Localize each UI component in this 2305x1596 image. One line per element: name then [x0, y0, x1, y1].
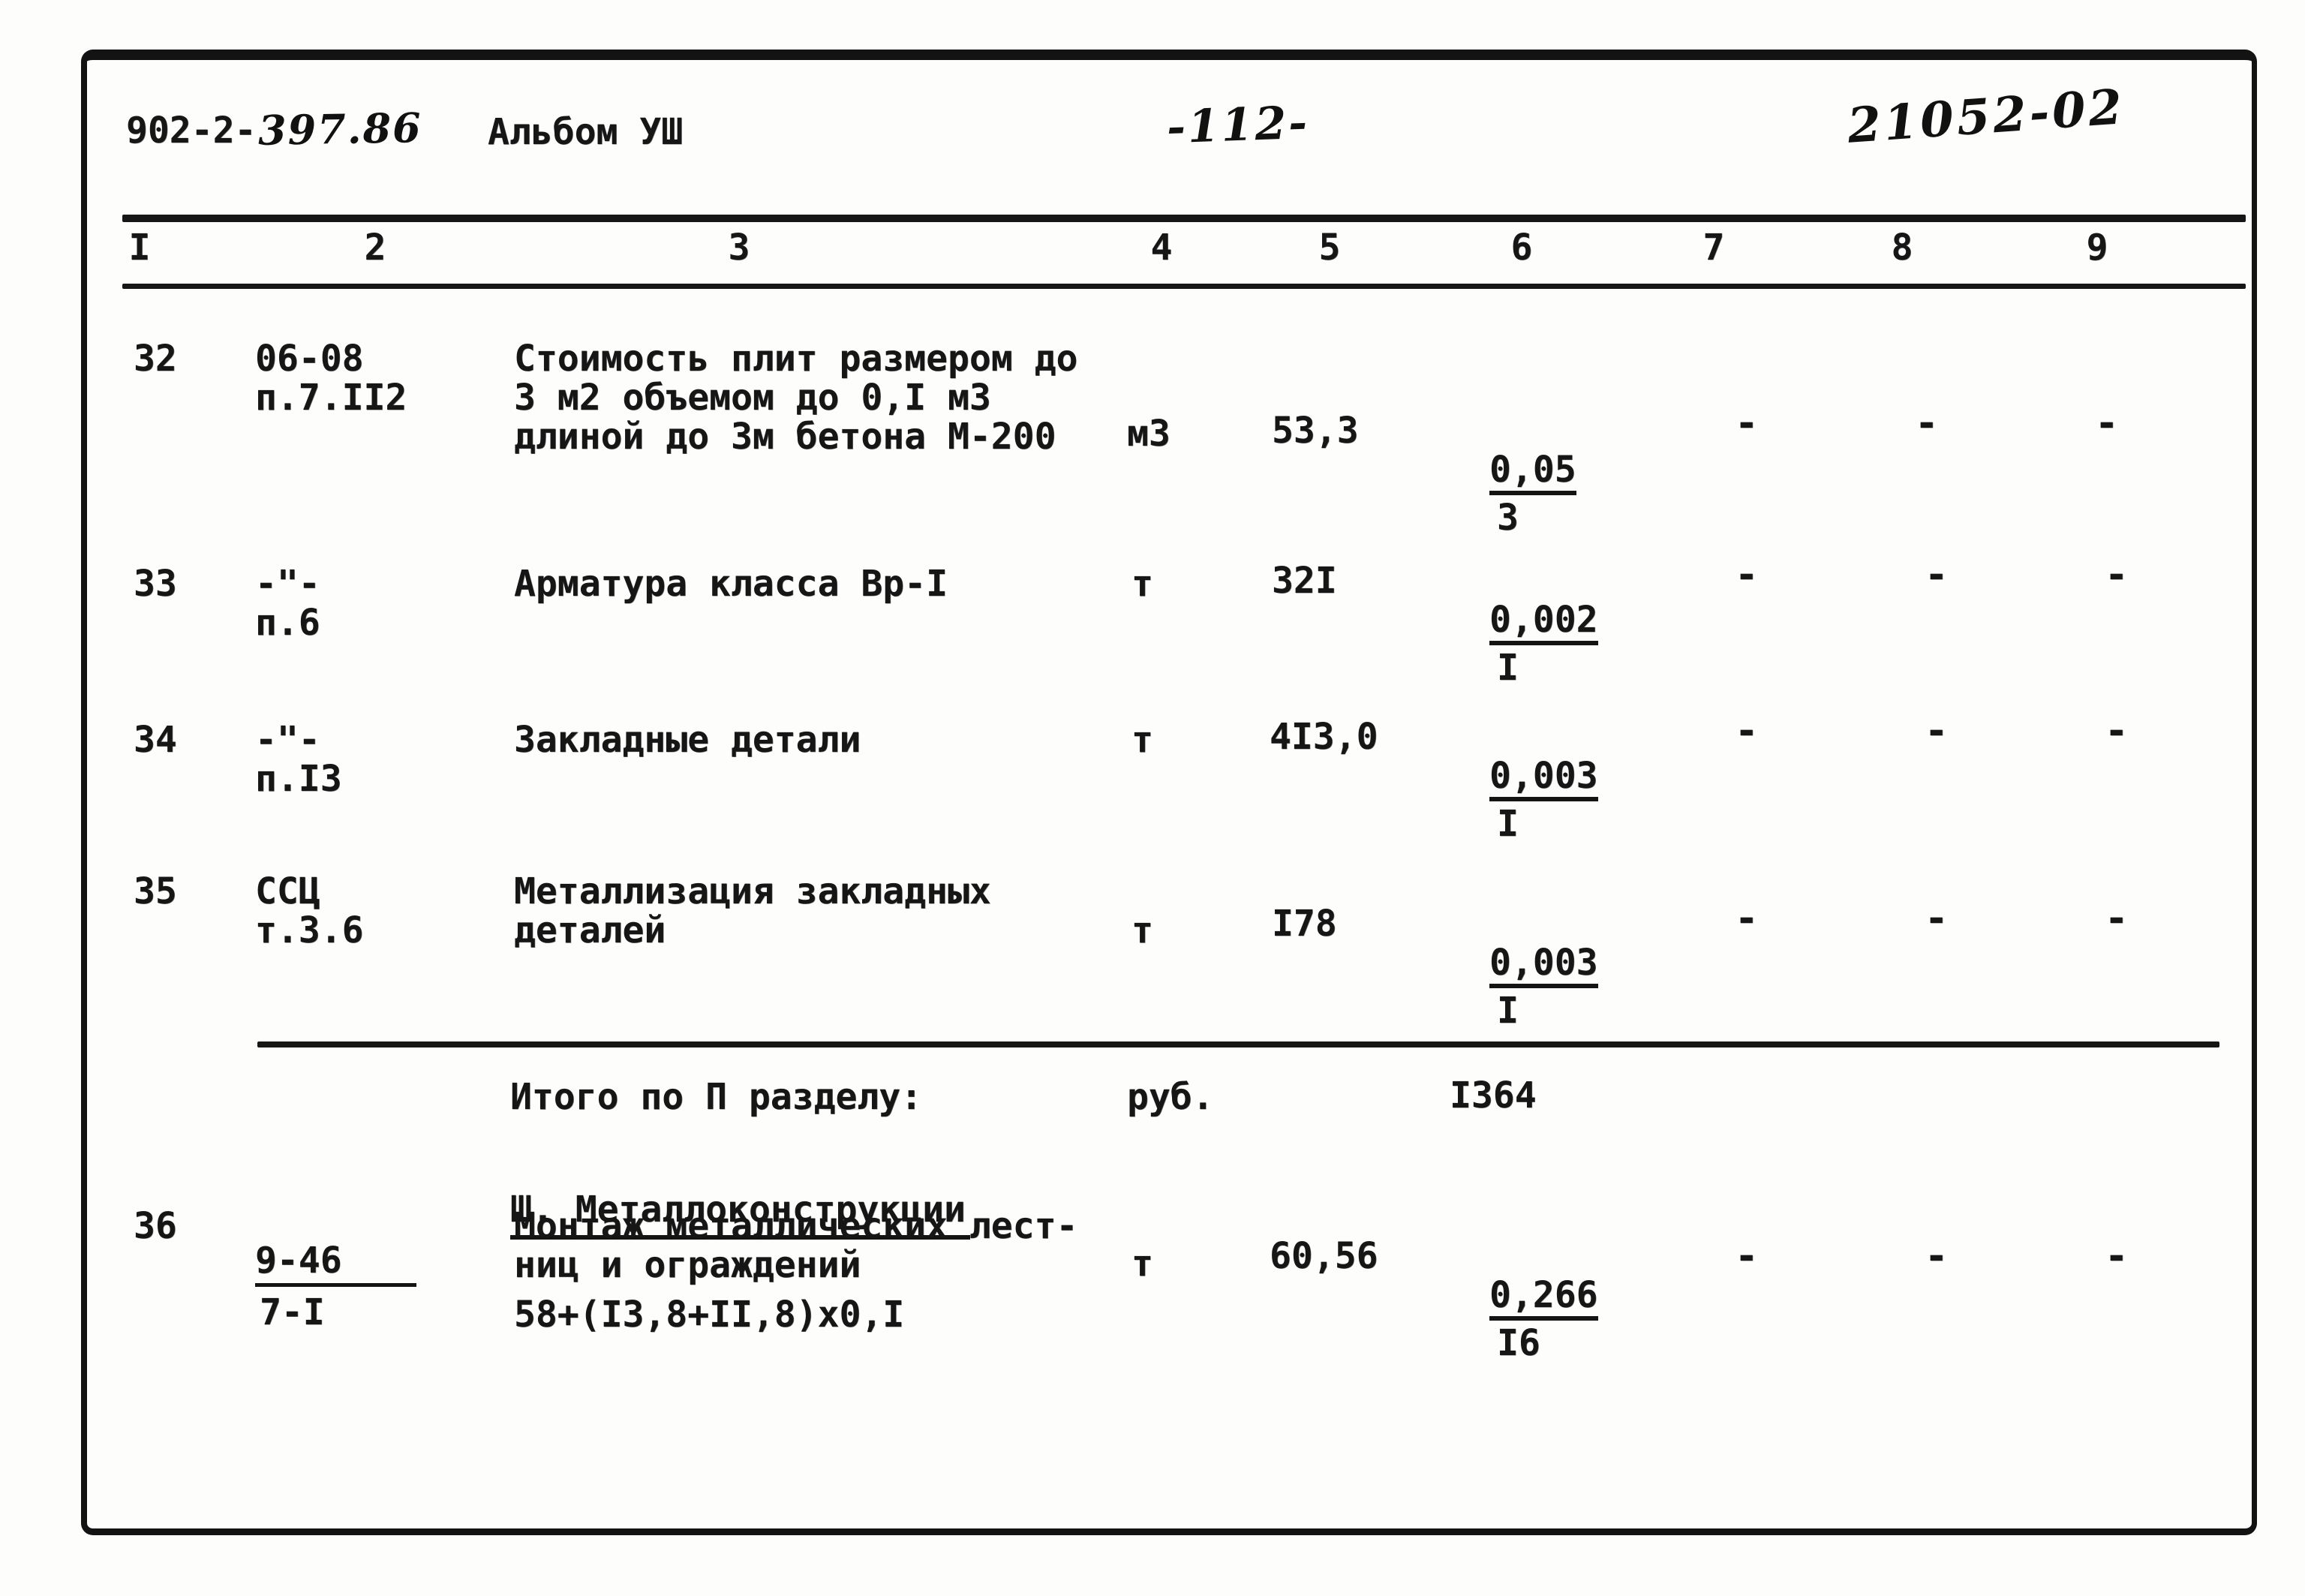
row-36-num: 36: [134, 1205, 177, 1247]
row-35-cost-numerator: 0,003: [1489, 943, 1598, 988]
row-33-qty: 32I: [1272, 560, 1337, 602]
row-36-cost-fraction: 0,266 I6: [1489, 1237, 1598, 1402]
row-35-code: ССЦ т.3.6: [255, 870, 364, 951]
row-32-col9-dash: -: [2095, 401, 2119, 446]
row-32-cost-denominator: 3: [1497, 497, 1519, 539]
col-header-8: 8: [1891, 227, 1913, 269]
row-33-unit: т: [1131, 563, 1153, 605]
col-header-9: 9: [2086, 227, 2108, 269]
col-header-5: 5: [1318, 227, 1341, 269]
row-36-qty: 60,56: [1270, 1235, 1378, 1277]
row-34-col8-dash: -: [1925, 708, 1949, 753]
section-divider-rule: [257, 1041, 2219, 1047]
section-heading: Ш. Металлоконструкции: [510, 1151, 970, 1240]
subtotal-unit: руб.: [1127, 1076, 1214, 1118]
row-36-cost-denominator: I6: [1497, 1322, 1540, 1364]
row-33-cost-fraction: 0,002 I: [1489, 561, 1598, 726]
row-36-code-numerator: 9-46: [255, 1241, 416, 1287]
row-35-col9-dash: -: [2105, 896, 2129, 941]
col-header-7: 7: [1702, 227, 1725, 269]
row-32-qty: 53,3: [1272, 410, 1359, 452]
row-34-cost-numerator: 0,003: [1489, 756, 1598, 801]
row-34-num: 34: [134, 719, 177, 761]
row-32-col7-dash: -: [1735, 401, 1759, 446]
row-34-qty: 4I3,0: [1270, 716, 1378, 758]
row-34-unit: т: [1131, 719, 1153, 761]
album-label: Альбом УШ: [488, 111, 684, 153]
row-33-col7-dash: -: [1735, 552, 1759, 597]
row-33-description: Арматура класса Вр-I: [514, 563, 948, 605]
table-header-rule: [122, 284, 2246, 289]
row-36-unit: т: [1131, 1243, 1153, 1285]
section-heading-text: Ш. Металлоконструкции: [510, 1189, 970, 1240]
row-34-cost-fraction: 0,003 I: [1489, 717, 1598, 882]
row-33-code: -"- п.6: [255, 563, 320, 644]
row-35-cost-denominator: I: [1497, 990, 1519, 1032]
col-header-6: 6: [1510, 227, 1533, 269]
row-35-cost-fraction: 0,003 I: [1489, 904, 1598, 1069]
row-34-code: -"- п.I3: [255, 719, 342, 800]
row-36-cost-numerator: 0,266: [1489, 1276, 1598, 1321]
row-32-description: Стоимость плит размером до 3 м2 объемом …: [514, 338, 1078, 458]
row-36-col8-dash: -: [1925, 1234, 1949, 1279]
row-32-col8-dash: -: [1915, 401, 1939, 446]
page-number: -112-: [1165, 96, 1311, 155]
row-33-num: 33: [134, 563, 177, 605]
row-32-code: 06-08 п.7.II2: [255, 338, 407, 419]
row-34-description: Закладные детали: [514, 719, 861, 761]
row-33-col9-dash: -: [2105, 552, 2129, 597]
row-35-unit: т: [1131, 909, 1153, 951]
row-33-col8-dash: -: [1925, 552, 1949, 597]
row-35-qty: I78: [1272, 903, 1337, 945]
row-36-code-fraction: 9-46 7-I: [255, 1202, 416, 1371]
col-header-3: 3: [728, 227, 750, 269]
page-border: [81, 50, 2257, 1535]
row-36-col9-dash: -: [2105, 1234, 2129, 1279]
col-header-2: 2: [364, 227, 386, 269]
subtotal-label: Итого по П разделу:: [510, 1076, 923, 1118]
col-header-1: I: [128, 227, 151, 269]
subtotal-value: I364: [1450, 1075, 1537, 1117]
row-34-col9-dash: -: [2105, 708, 2129, 753]
row-32-unit: м3: [1127, 413, 1171, 455]
row-35-description: Металлизация закладных деталей: [514, 870, 991, 951]
row-35-num: 35: [134, 870, 177, 912]
row-34-col7-dash: -: [1735, 708, 1759, 753]
row-35-col8-dash: -: [1925, 896, 1949, 941]
row-32-cost-fraction: 0,05 3: [1489, 411, 1576, 576]
col-header-4: 4: [1150, 227, 1173, 269]
doc-number-typed: 902-2-: [126, 110, 257, 152]
row-32-cost-numerator: 0,05: [1489, 450, 1576, 495]
doc-number-handwritten: 397.86: [257, 104, 423, 155]
row-36-col7-dash: -: [1735, 1234, 1759, 1279]
row-34-cost-denominator: I: [1497, 803, 1519, 845]
row-33-cost-denominator: I: [1497, 647, 1519, 689]
row-36-description: Монтаж металлических лест- ниц и огражде…: [514, 1205, 1078, 1286]
row-36-code-denominator: 7-I: [260, 1291, 325, 1333]
row-35-col7-dash: -: [1735, 896, 1759, 941]
table-top-rule: [122, 215, 2246, 222]
row-36-formula: 58+(I3,8+II,8)х0,I: [514, 1294, 905, 1336]
row-32-num: 32: [134, 338, 177, 380]
row-33-cost-numerator: 0,002: [1489, 600, 1598, 645]
